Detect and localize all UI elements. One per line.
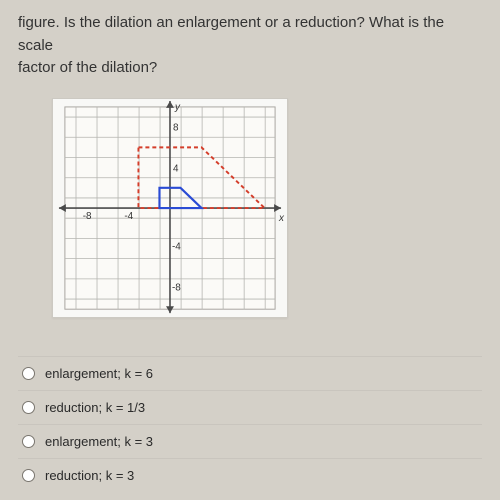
option-a-label: enlargement; k = 6 — [45, 366, 153, 381]
option-b-label: reduction; k = 1/3 — [45, 400, 145, 415]
radio-icon — [22, 469, 35, 482]
option-b[interactable]: reduction; k = 1/3 — [18, 390, 482, 424]
y-tick-4: 4 — [173, 163, 179, 174]
question-line-2: factor of the dilation? — [18, 59, 157, 76]
y-tick-8: 8 — [173, 122, 179, 133]
question-text: figure. Is the dilation an enlargement o… — [18, 12, 482, 80]
radio-icon — [22, 367, 35, 380]
radio-icon — [22, 435, 35, 448]
option-d[interactable]: reduction; k = 3 — [18, 458, 482, 492]
y-tick-n4: -4 — [172, 241, 181, 252]
x-axis-label: x — [278, 212, 285, 223]
coordinate-graph: 8 4 -4 -8 -8 -4 x y — [52, 98, 288, 318]
answer-options: enlargement; k = 6 reduction; k = 1/3 en… — [18, 356, 482, 492]
option-a[interactable]: enlargement; k = 6 — [18, 356, 482, 390]
option-c-label: enlargement; k = 3 — [45, 434, 153, 449]
graph-svg: 8 4 -4 -8 -8 -4 x y — [53, 99, 287, 317]
option-c[interactable]: enlargement; k = 3 — [18, 424, 482, 458]
question-line-1: figure. Is the dilation an enlargement o… — [18, 14, 444, 54]
y-axis-label: y — [174, 101, 181, 112]
option-d-label: reduction; k = 3 — [45, 468, 134, 483]
x-tick-n4: -4 — [124, 210, 133, 221]
x-tick-n8: -8 — [83, 210, 92, 221]
radio-icon — [22, 401, 35, 414]
y-tick-n8: -8 — [172, 282, 181, 293]
